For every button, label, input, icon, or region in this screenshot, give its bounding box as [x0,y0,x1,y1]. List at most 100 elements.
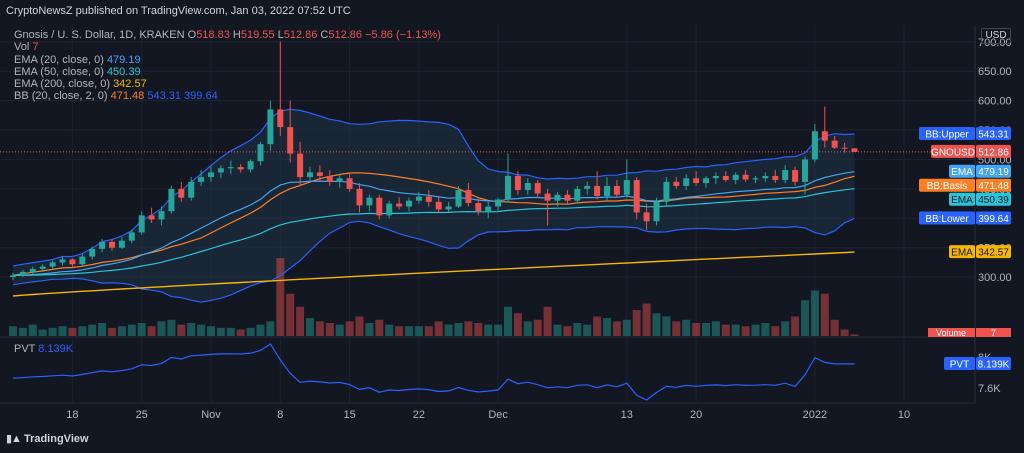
volume-value-tag [976,328,1011,337]
volume-bar [533,319,542,336]
volume-bar [127,324,136,336]
candle-body [495,199,502,207]
bb-lower-line [12,217,855,303]
candle-body [29,268,36,272]
volume-bar [18,327,27,336]
price-tick-label: 600.00 [978,96,1012,108]
volume-bar [38,329,47,336]
volume-bar [296,306,305,336]
candle-body [524,183,531,191]
volume-bar [276,258,285,336]
bb-label: BB (20, close, 2, 0) [14,90,108,103]
volume-bar [266,321,275,336]
volume-bar [494,324,503,336]
candle [307,166,313,183]
candle-body [613,185,620,195]
ema200-label: EMA (200, close, 0) [14,78,110,91]
candle-body [643,212,650,222]
candle-body [336,178,343,182]
volume-bar [711,321,720,336]
volume-bar [335,324,344,336]
candle [703,175,709,188]
volume-bar [741,326,750,336]
indicator-value-tag [976,126,1011,140]
currency-button[interactable]: USD [981,28,1011,44]
volume-bar [672,321,681,336]
volume-bar [137,323,146,336]
candle-body [257,144,264,162]
pvt-line [12,343,855,401]
candle-body [356,188,363,206]
open-value: 518.83 [196,29,230,41]
volume-bar [781,321,790,336]
publish-header: CryptoNewsZ published on TradingView.com… [6,5,351,17]
volume-bar [355,316,364,336]
candle [742,170,749,182]
date-tick-label: 25 [136,409,148,421]
candle [475,197,482,216]
bb-basis-line [12,172,855,276]
candle-body [415,196,422,201]
volume-bar [642,303,651,336]
ema20-line [12,171,855,276]
candle [623,159,630,198]
indicator-value-tag [976,178,1011,192]
volume-bar [454,323,463,336]
candle-body [217,168,224,173]
candle-body [831,140,838,148]
candle-body [247,161,254,170]
indicator-name-tag [949,192,975,206]
candle [604,177,610,202]
candle-body [574,188,581,201]
candle [178,181,185,202]
candle [772,170,779,183]
volume-bar [830,319,839,336]
date-tick-label: 13 [621,409,633,421]
candle [505,153,511,202]
label-bb-basis: BB:Basis 471.48 [919,178,1011,192]
tradingview-logo[interactable]: ▮▲ TradingView [6,432,89,445]
candle [109,238,115,251]
volume-bar [810,290,819,336]
ema50-label: EMA (50, close, 0) [14,65,104,78]
indicator-name-tag [949,245,975,259]
candle [782,165,789,183]
volume-bar [28,324,37,336]
volume-bar [9,326,17,336]
candle-body [198,177,205,182]
volume-bar [662,316,671,336]
high-value: 519.55 [240,29,275,41]
date-tick-label: 20 [690,409,702,421]
candle [544,188,551,226]
candle-body [505,175,511,200]
candle-body [287,127,294,154]
date-tick-label: Nov [201,409,221,421]
volume-bar [167,319,176,336]
legend-vol-row: Vol 7 [14,41,441,53]
candle [89,246,96,260]
candle [198,170,205,186]
candle-body [89,248,96,257]
candle-body [653,201,660,222]
indicator-value-text: 543.31 [978,129,1009,140]
date-tick-label: Dec [488,409,508,421]
candle [99,238,106,253]
volume-name-tag [928,328,975,337]
tradingview-logo-icon: ▮▲ [6,433,22,445]
ema20-label: EMA (20, close, 0) [14,53,104,66]
candle [39,264,46,272]
volume-bar [702,323,710,336]
pvt-tick-label: 7.6K [978,383,1001,395]
candle [752,175,759,183]
candle-body [138,215,145,233]
candle [841,142,848,153]
volume-bar [474,323,483,336]
candle [445,201,452,213]
candle [227,160,234,175]
vol-value: 7 [32,41,39,54]
candle [693,171,700,186]
volume-bar [513,313,522,336]
candle-body [445,206,452,210]
candle-body [208,172,214,178]
